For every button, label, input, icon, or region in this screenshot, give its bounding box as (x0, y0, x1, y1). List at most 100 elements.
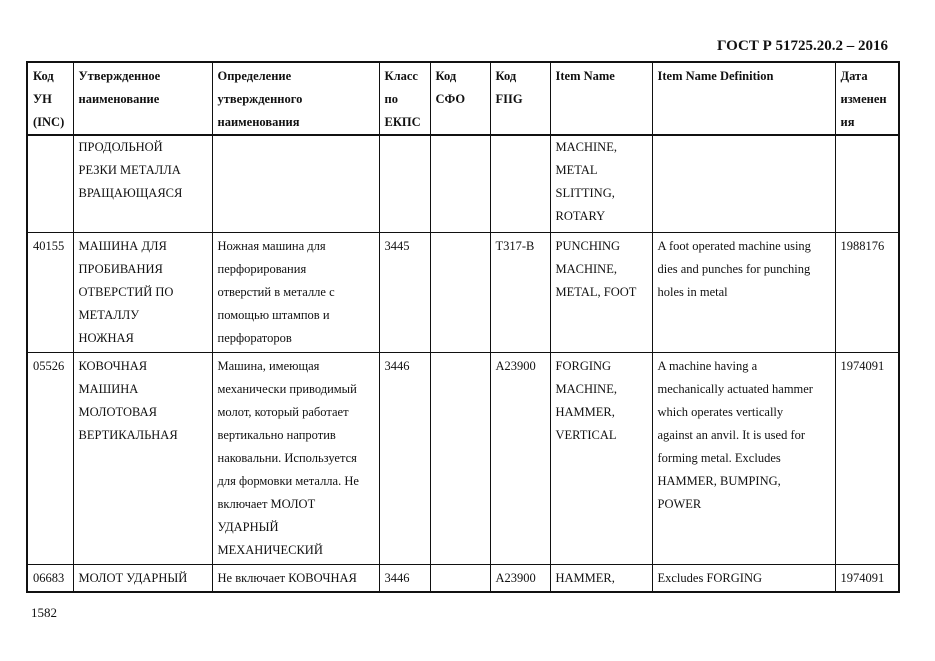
cell-text-line: HAMMER, (555, 404, 615, 419)
cell-sfo-code (429, 563, 491, 593)
cell-sfo-code (429, 134, 491, 233)
cell-text-line: Ножная машина для (217, 238, 326, 253)
cell-text-line: VERTICAL (555, 427, 617, 442)
cell-text-line: перфораторов (217, 330, 292, 345)
cell-text-line: вертикально напротив (217, 427, 336, 442)
cell-text-line: HAMMER, BUMPING, (657, 473, 781, 488)
cell-name-definition: Ножная машина для перфорирования отверстий… (211, 231, 380, 353)
header-text-line: наименования (217, 115, 300, 129)
cell-text-line: КОВОЧНАЯ (78, 358, 148, 373)
cell-item-name: FORGING MACHINE, HAMMER, VERTICAL (549, 351, 653, 565)
cell-fiig-code: A23900 (489, 563, 551, 593)
cell-text-line: включает МОЛОТ (217, 496, 316, 511)
page-number: 1582 (31, 605, 57, 620)
cell-ekps-class: 3445 (378, 231, 431, 353)
cell-text-line: ВЕРТИКАЛЬНАЯ (78, 427, 178, 442)
cell-text-line: FORGING (555, 358, 612, 373)
cell-name-definition: Не включает КОВОЧНАЯ (211, 563, 380, 593)
cell-text-line: ROTARY (555, 209, 606, 223)
header-text-line: Код (495, 69, 517, 83)
cell-text-line: МОЛОТ УДАРНЫЙ (78, 570, 188, 585)
cell-text-line: 06683 (33, 570, 65, 585)
cell-text-line: METAL (555, 163, 598, 177)
cell-text-line: 3446 (384, 570, 410, 585)
cell-change-date: 1974091 (834, 563, 900, 593)
column-header-ekps-class: Класс по ЕКПС (378, 61, 431, 136)
cell-text-line: помощью штампов и (217, 307, 330, 322)
cell-text-line: ВРАЩАЮЩАЯСЯ (78, 186, 183, 200)
cell-text-line: Не включает КОВОЧНАЯ (217, 570, 357, 585)
cell-ekps-class: 3446 (378, 563, 431, 593)
data-table: Код УН (INC) Утвержденное наименование Опреде… (26, 61, 900, 593)
table-body: ПРОДОЛЬНОЙ РЕЗКИ МЕТАЛЛА ВРАЩАЮЩАЯСЯ MACHIN… (26, 134, 900, 593)
header-text-line: СФО (435, 92, 466, 106)
column-header-fiig-code: Код FIIG (489, 61, 551, 136)
cell-text-line: ПРОБИВАНИЯ (78, 261, 163, 276)
cell-inc-code: 40155 (26, 231, 74, 353)
column-header-sfo-code: Код СФО (429, 61, 491, 136)
cell-fiig-code: T317-B (489, 231, 551, 353)
header-text-line: Дата (840, 69, 868, 83)
header-text-line: Утвержденное (78, 69, 161, 83)
cell-item-name-definition: A machine having a mechanically actuated … (651, 351, 836, 565)
cell-change-date (834, 134, 900, 233)
header-text-line: наименование (78, 92, 160, 106)
cell-text-line: РЕЗКИ МЕТАЛЛА (78, 163, 181, 177)
cell-text-line: A foot operated machine using (657, 238, 811, 253)
table-row: ПРОДОЛЬНОЙ РЕЗКИ МЕТАЛЛА ВРАЩАЮЩАЯСЯ MACHIN… (26, 134, 900, 233)
header-text-line: Определение (217, 69, 292, 83)
cell-text-line: МАШИНА (78, 381, 139, 396)
column-header-approved-name: Утвержденное наименование (72, 61, 213, 136)
cell-item-name-definition: A foot operated machine using dies and pu… (651, 231, 836, 353)
cell-text-line: 1974091 (840, 570, 885, 585)
cell-inc-code (26, 134, 74, 233)
cell-text-line: 1974091 (840, 358, 885, 373)
table-row: 40155 МАШИНА ДЛЯ ПРОБИВАНИЯ ОТВЕРСТИЙ ПО МЕТ… (26, 231, 900, 353)
cell-text-line: forming metal. Excludes (657, 450, 781, 465)
cell-approved-name: ПРОДОЛЬНОЙ РЕЗКИ МЕТАЛЛА ВРАЩАЮЩАЯСЯ (72, 134, 213, 233)
table-row: 06683 МОЛОТ УДАРНЫЙ Не включает КОВОЧНАЯ 34… (26, 563, 900, 593)
cell-name-definition (211, 134, 380, 233)
cell-fiig-code: A23900 (489, 351, 551, 565)
cell-fiig-code (489, 134, 551, 233)
cell-text-line: MACHINE, (555, 381, 617, 396)
cell-text-line: MACHINE, (555, 261, 617, 276)
header-text-line: (INC) (33, 115, 65, 129)
cell-text-line: A23900 (495, 570, 536, 585)
cell-text-line: MACHINE, (555, 140, 617, 154)
cell-item-name: PUNCHING MACHINE, METAL, FOOT (549, 231, 653, 353)
cell-text-line: МАШИНА ДЛЯ (78, 238, 167, 253)
cell-text-line: для формовки металла. Не (217, 473, 359, 488)
header-text-line: по (384, 92, 398, 106)
cell-text-line: наковальни. Используется (217, 450, 357, 465)
cell-sfo-code (429, 231, 491, 353)
cell-text-line: УДАРНЫЙ (217, 519, 279, 534)
cell-text-line: A23900 (495, 358, 536, 373)
cell-inc-code: 06683 (26, 563, 74, 593)
header-text-line: Класс (384, 69, 418, 83)
header-text-line: ия (840, 115, 855, 129)
header-text-line: утвержденного (217, 92, 303, 106)
header-text-line: УН (33, 92, 52, 106)
cell-sfo-code (429, 351, 491, 565)
cell-text-line: holes in metal (657, 284, 728, 299)
cell-text-line: A machine having a (657, 358, 758, 373)
cell-text-line: T317-B (495, 238, 535, 253)
cell-item-name-definition: Excludes FORGING (651, 563, 836, 593)
cell-text-line: Машина, имеющая (217, 358, 320, 373)
cell-text-line: МЕТАЛЛУ (78, 307, 140, 322)
cell-text-line: against an anvil. It is used for (657, 427, 806, 442)
table-header-row: Код УН (INC) Утвержденное наименование Опреде… (26, 61, 900, 136)
cell-text-line: МЕХАНИЧЕСКИЙ (217, 542, 323, 557)
cell-inc-code: 05526 (26, 351, 74, 565)
column-header-item-name: Item Name (549, 61, 653, 136)
cell-text-line: перфорирования (217, 261, 307, 276)
header-text-line: Код (33, 69, 54, 83)
column-header-item-name-definition: Item Name Definition (651, 61, 836, 136)
cell-text-line: METAL, FOOT (555, 284, 637, 299)
cell-text-line: молот, который работает (217, 404, 349, 419)
cell-change-date: 1974091 (834, 351, 900, 565)
cell-text-line: mechanically actuated hammer (657, 381, 813, 396)
header-text-line: ЕКПС (384, 115, 421, 129)
cell-text-line: dies and punches for punching (657, 261, 811, 276)
